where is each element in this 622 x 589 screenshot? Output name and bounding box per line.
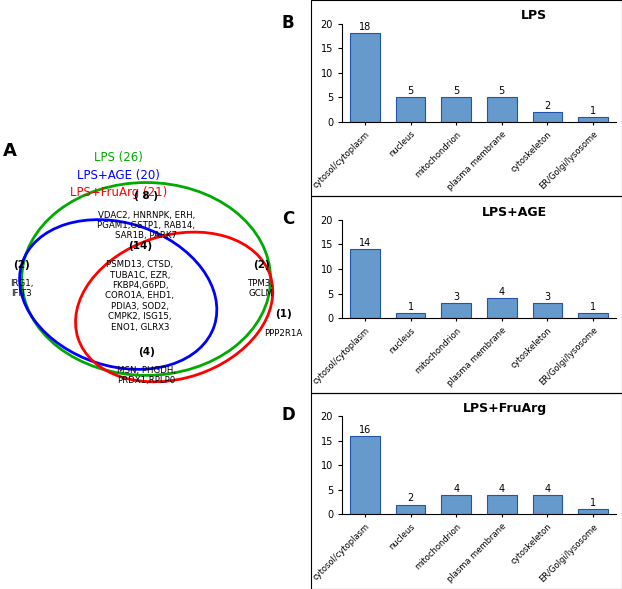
- Bar: [487, 495, 516, 514]
- Text: 1: 1: [407, 302, 414, 312]
- Bar: [442, 97, 471, 122]
- Text: B: B: [282, 14, 294, 32]
- Bar: [578, 313, 608, 318]
- Text: IRG1,
IFIT3: IRG1, IFIT3: [10, 279, 34, 299]
- Text: 4: 4: [453, 484, 459, 494]
- Text: A: A: [3, 142, 17, 160]
- Text: 16: 16: [359, 425, 371, 435]
- Text: D: D: [282, 406, 295, 425]
- Text: 14: 14: [359, 238, 371, 248]
- Text: (2): (2): [253, 260, 269, 270]
- Text: C: C: [282, 210, 294, 228]
- Text: 4: 4: [499, 287, 505, 297]
- Text: TPM3,
GCLM: TPM3, GCLM: [248, 279, 274, 299]
- Text: 2: 2: [407, 494, 414, 504]
- Bar: [578, 117, 608, 122]
- Bar: [396, 313, 425, 318]
- Text: LPS: LPS: [521, 9, 547, 22]
- Text: 2: 2: [544, 101, 550, 111]
- Bar: [487, 299, 516, 318]
- Bar: [532, 495, 562, 514]
- Bar: [350, 249, 379, 318]
- Bar: [396, 97, 425, 122]
- Bar: [532, 303, 562, 318]
- Text: 5: 5: [499, 86, 505, 96]
- Bar: [442, 495, 471, 514]
- Text: PPP2R1A: PPP2R1A: [264, 329, 302, 337]
- Text: LPS+FruArg (21): LPS+FruArg (21): [70, 186, 167, 198]
- Bar: [350, 34, 379, 122]
- Text: (1): (1): [275, 309, 291, 319]
- Text: (2): (2): [14, 260, 30, 270]
- Text: 18: 18: [359, 22, 371, 32]
- Text: 4: 4: [499, 484, 505, 494]
- Text: 4: 4: [544, 484, 550, 494]
- Text: LPS+AGE (20): LPS+AGE (20): [77, 168, 160, 181]
- Text: PSMD13, CTSD,
TUBA1C, EZR,
FKBP4,G6PD,
CORO1A, EHD1,
PDIA3, SOD2,
CMPK2, ISG15,
: PSMD13, CTSD, TUBA1C, EZR, FKBP4,G6PD, C…: [106, 260, 174, 332]
- Bar: [532, 112, 562, 122]
- Text: 5: 5: [453, 86, 459, 96]
- Text: (4): (4): [137, 347, 155, 357]
- Bar: [578, 509, 608, 514]
- Text: 3: 3: [544, 292, 550, 302]
- Bar: [487, 97, 516, 122]
- Bar: [396, 505, 425, 514]
- Text: LPS+FruArg: LPS+FruArg: [463, 402, 547, 415]
- Text: VDAC2, HNRNPK, ERH,
PGAM1,GSTP1, RAB14,
SAR1B, PARK7: VDAC2, HNRNPK, ERH, PGAM1,GSTP1, RAB14, …: [97, 210, 195, 240]
- Text: LPS+AGE: LPS+AGE: [482, 206, 547, 219]
- Bar: [442, 303, 471, 318]
- Text: LPS (26): LPS (26): [94, 151, 142, 164]
- Text: 3: 3: [453, 292, 459, 302]
- Bar: [350, 436, 379, 514]
- Text: 1: 1: [590, 498, 596, 508]
- Text: (14): (14): [128, 241, 152, 251]
- Text: 5: 5: [407, 86, 414, 96]
- Text: 1: 1: [590, 105, 596, 115]
- Text: ( 8 ): ( 8 ): [134, 191, 158, 201]
- Text: 1: 1: [590, 302, 596, 312]
- Text: MSN, PHGDH,
PRDX1,RPLP0: MSN, PHGDH, PRDX1,RPLP0: [117, 366, 175, 385]
